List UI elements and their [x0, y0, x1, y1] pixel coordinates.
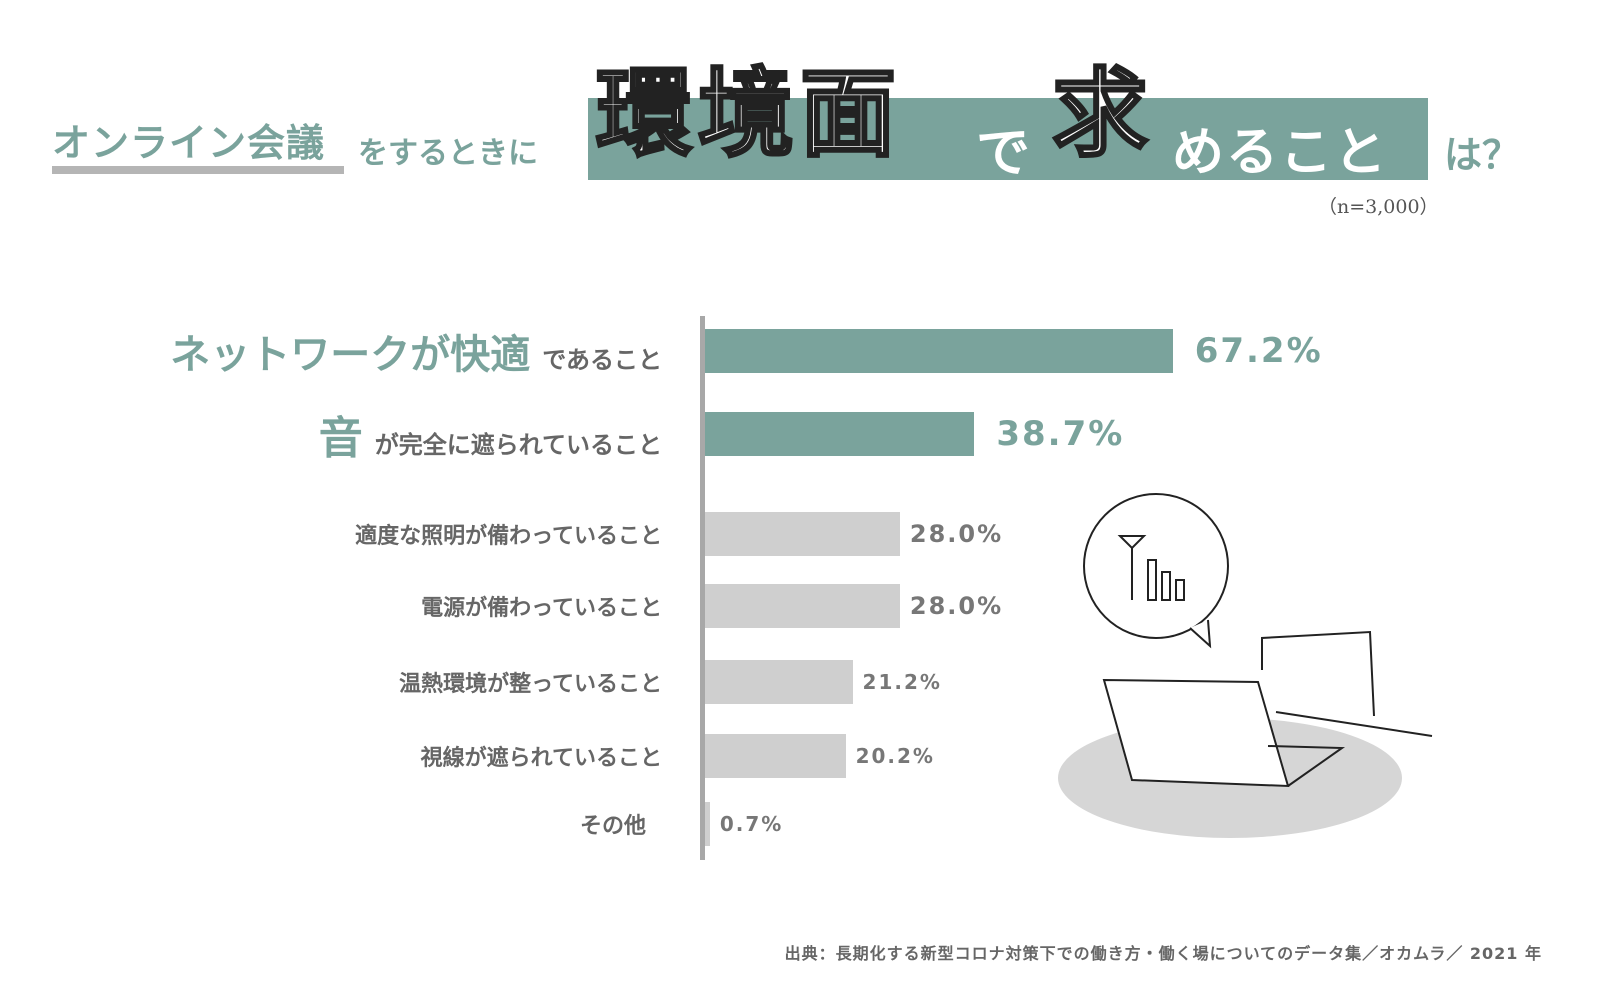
chart-axis — [700, 316, 705, 860]
category-label: 電源が備わっていること — [421, 590, 662, 622]
laptop-illustration — [1058, 493, 1433, 838]
title-online-meeting: オンライン会議 — [52, 121, 326, 165]
source-note: 出典：長期化する新型コロナ対策下での働き方・働く場についてのデータ集／オカムラ／… — [784, 944, 1542, 963]
sample-size: （n=3,000） — [1318, 196, 1439, 218]
category-label-text: 温熱環境が整っていること — [399, 672, 662, 697]
value-label: 0.7% — [719, 812, 784, 836]
title-rukoto: めること — [1172, 123, 1389, 183]
title-motome: 求 — [1051, 58, 1150, 170]
title-band — [588, 98, 1428, 180]
value-label: 21.2% — [862, 670, 942, 694]
title-when: をするときに — [358, 136, 538, 171]
category-label-text: が完全に遮られていること — [374, 431, 662, 459]
bar — [705, 584, 900, 628]
bar — [705, 802, 710, 846]
bar — [705, 512, 900, 556]
title-underline — [52, 166, 344, 174]
category-label: 適度な照明が備わっていること — [355, 518, 662, 550]
bar — [705, 660, 853, 704]
value-label: 67.2% — [1194, 331, 1323, 371]
category-label-text: その他 — [579, 814, 646, 839]
value-label: 28.0% — [909, 592, 1004, 620]
category-label-emphasis: ネットワークが快適 — [170, 332, 531, 378]
value-label: 20.2% — [855, 744, 935, 768]
category-label-text: 適度な照明が備わっていること — [355, 524, 662, 549]
category-label-text: 視線が遮られていること — [420, 746, 662, 771]
value-label: 28.0% — [909, 520, 1004, 548]
bar — [705, 734, 846, 778]
title-de: で — [976, 121, 1030, 184]
category-label: ネットワークが快適 であること — [170, 322, 662, 380]
title-environment: 環境面 — [595, 58, 902, 170]
category-label: 視線が遮られていること — [421, 740, 662, 772]
value-label: 38.7% — [996, 414, 1125, 454]
category-label-text: であること — [542, 346, 662, 374]
category-label-emphasis: 音 — [318, 413, 363, 464]
bar — [705, 329, 1173, 373]
title-question: は？ — [1444, 133, 1521, 177]
category-label: その他 — [580, 808, 662, 840]
signal-icon — [1117, 535, 1185, 601]
bar — [705, 412, 975, 456]
category-label: 音が完全に遮られていること — [319, 402, 662, 466]
laptop-icon — [1102, 630, 1433, 788]
category-label: 温熱環境が整っていること — [399, 666, 662, 698]
category-label-text: 電源が備わっていること — [421, 596, 662, 621]
